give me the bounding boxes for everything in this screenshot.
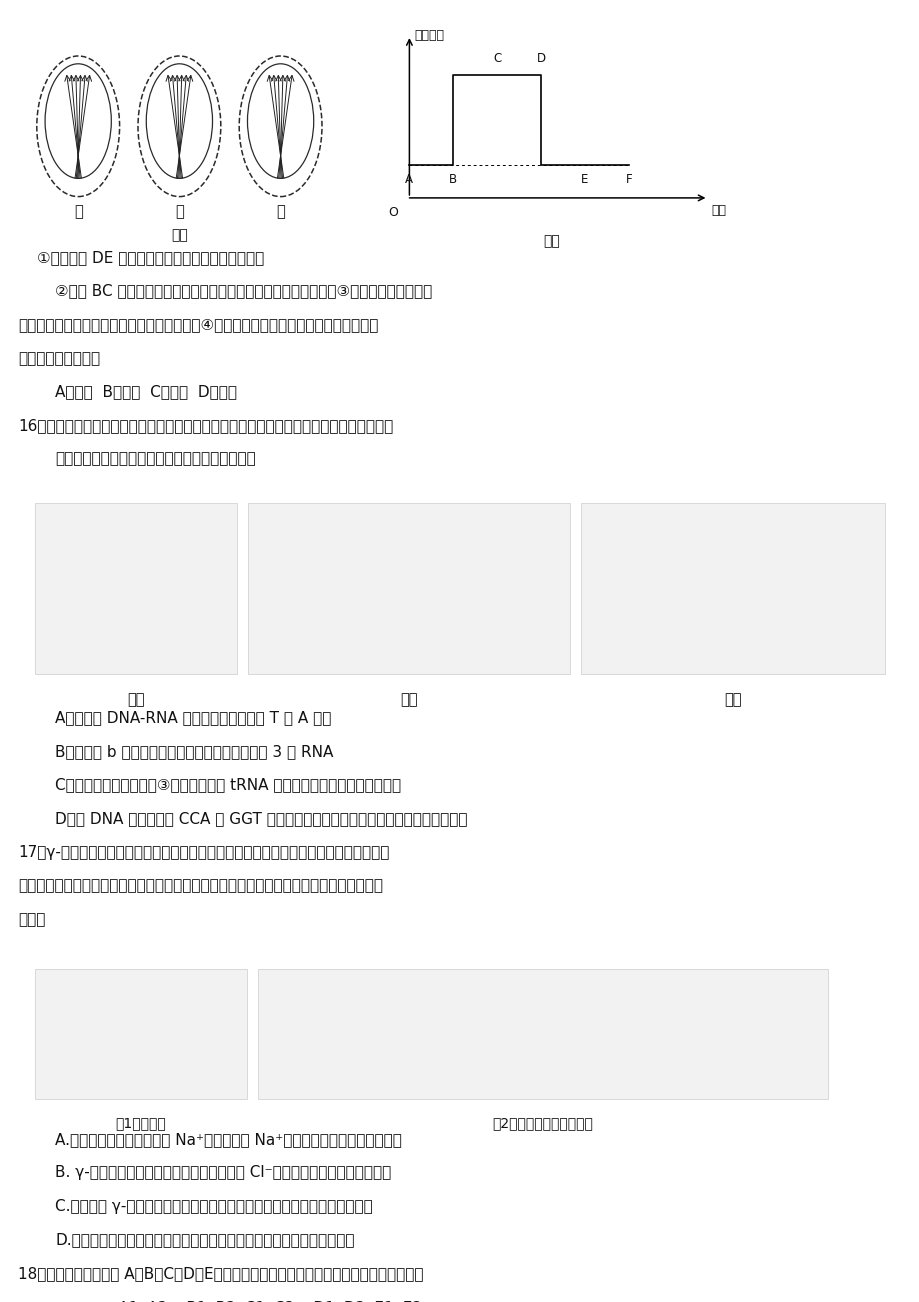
Text: F: F <box>625 173 631 186</box>
Text: 细胞是初级卵母细胞: 细胞是初级卵母细胞 <box>18 350 100 366</box>
Text: 同的等位基因，分别为：A1和A2；  B1和B2；C1和C2；  D1和D2；E1和E2。若只考虑单一基因: 同的等位基因，分别为：A1和A2； B1和B2；C1和C2； D1和D2；E1和… <box>18 1299 504 1302</box>
Text: C: C <box>493 52 501 65</box>
Text: 图一: 图一 <box>171 228 187 242</box>
Text: 图乙: 图乙 <box>400 693 418 707</box>
Text: C．据乙、丙两图可推测③是腺嘘咟，且 tRNA 与氨基酸结合的过程中有水生成: C．据乙、丙两图可推测③是腺嘘咟，且 tRNA 与氨基酸结合的过程中有水生成 <box>55 777 401 793</box>
Text: 图丙: 图丙 <box>723 693 742 707</box>
Text: D.神经细胞兴奋时，膜外由正电位变为负电位，膜内由负电位变为正电位: D.神经细胞兴奋时，膜外由正电位变为负电位，膜内由负电位变为正电位 <box>55 1233 355 1247</box>
Text: C.局麻药和 γ-氨基丁酸的作用效果和作用机理一致，都属于抑制性神经递质: C.局麻药和 γ-氨基丁酸的作用效果和作用机理一致，都属于抑制性神经递质 <box>55 1199 372 1213</box>
Text: 相对含量: 相对含量 <box>414 29 444 42</box>
Text: ②图二 BC 段染色体数目加倍的原因是两个着丝粒被纵锤丝拉开　③图二可表示乙和丙细: ②图二 BC 段染色体数目加倍的原因是两个着丝粒被纵锤丝拉开 ③图二可表示乙和丙… <box>55 284 432 298</box>
Text: A: A <box>405 173 413 186</box>
Text: 图1神经突触: 图1神经突触 <box>115 1116 166 1130</box>
Text: 18．遗传学家研究玉米 A、B、C、D和E五个基因和植株高矮的关系，这五个基因各有二种不: 18．遗传学家研究玉米 A、B、C、D和E五个基因和植株高矮的关系，这五个基因各… <box>18 1266 424 1281</box>
Bar <box>257 969 827 1099</box>
Text: A．图甲中 DNA-RNA 的杂交区域中可存在 T 与 A 配对: A．图甲中 DNA-RNA 的杂交区域中可存在 T 与 A 配对 <box>55 711 331 725</box>
Text: 麻药单独使用时不能通过细胞膜，如与辣椒素同时注射才会发生如图所示效果。下列分析错: 麻药单独使用时不能通过细胞膜，如与辣椒素同时注射才会发生如图所示效果。下列分析错 <box>18 879 383 893</box>
Bar <box>35 969 246 1099</box>
Text: 误的是: 误的是 <box>18 911 46 927</box>
Text: D．若 DNA 模板链上的 CCA 和 GGT 分别决定甘氨酸和脈氨酸，则图乙方框内为甘氨酸: D．若 DNA 模板链上的 CCA 和 GGT 分别决定甘氨酸和脈氨酸，则图乙方… <box>55 811 467 827</box>
Text: 16．下图甲、乙、丙是表示细胞生命活动过程示意图，图乙是图甲中部分结构的放大图，图: 16．下图甲、乙、丙是表示细胞生命活动过程示意图，图乙是图甲中部分结构的放大图，… <box>18 418 393 434</box>
Text: E: E <box>581 173 588 186</box>
Text: 图2某种局麻药的作用机理: 图2某种局麻药的作用机理 <box>492 1116 593 1130</box>
Text: B．图甲中 b 端对应于图乙的左侧，且图乙中存在 3 种 RNA: B．图甲中 b 端对应于图乙的左侧，且图乙中存在 3 种 RNA <box>55 743 334 759</box>
Text: 乙: 乙 <box>175 204 184 220</box>
Bar <box>35 504 237 674</box>
Text: 时间: 时间 <box>710 204 725 217</box>
Text: D: D <box>536 52 545 65</box>
Text: 胞在细胞分裂过程中染色体数目的变化规律　④依据每条染色体都含有染色单体可判断甲: 胞在细胞分裂过程中染色体数目的变化规律 ④依据每条染色体都含有染色单体可判断甲 <box>18 318 379 332</box>
Text: O: O <box>388 206 398 219</box>
Text: 丙: 丙 <box>276 204 285 220</box>
Text: A．一项  B．二项  C．三项  D．四项: A．一项 B．二项 C．三项 D．四项 <box>55 384 237 400</box>
Text: 甲: 甲 <box>74 204 83 220</box>
Text: 图甲: 图甲 <box>127 693 145 707</box>
Text: 图二: 图二 <box>543 234 560 249</box>
Bar <box>248 504 570 674</box>
Text: B: B <box>448 173 457 186</box>
Bar <box>581 504 884 674</box>
Text: 丙是图乙中部分结构的放大图。下列叙述错误的是: 丙是图乙中部分结构的放大图。下列叙述错误的是 <box>55 452 255 466</box>
Text: 17．γ-氨基丁酸和某种局部麻醉药在神经兴奋传递过程中的作用机理如下图所示。此种局: 17．γ-氨基丁酸和某种局部麻醉药在神经兴奋传递过程中的作用机理如下图所示。此种… <box>18 845 390 859</box>
Text: ①图二处于 DE 段的细胞在细胞中央会出现许多囊泡: ①图二处于 DE 段的细胞在细胞中央会出现许多囊泡 <box>37 250 264 266</box>
Text: B. γ-氨基丁酸与穑触后膜的受体结合，促进 Cl⁻内流，抑制穑触后膜产生兴奋: B. γ-氨基丁酸与穑触后膜的受体结合，促进 Cl⁻内流，抑制穑触后膜产生兴奋 <box>55 1165 391 1181</box>
Text: A.局麻药作用于突触后膜的 Na⁺通道，阻碍 Na⁺内流，抑制穑触后膜产生兴奋: A.局麻药作用于突触后膜的 Na⁺通道，阻碍 Na⁺内流，抑制穑触后膜产生兴奋 <box>55 1131 402 1147</box>
